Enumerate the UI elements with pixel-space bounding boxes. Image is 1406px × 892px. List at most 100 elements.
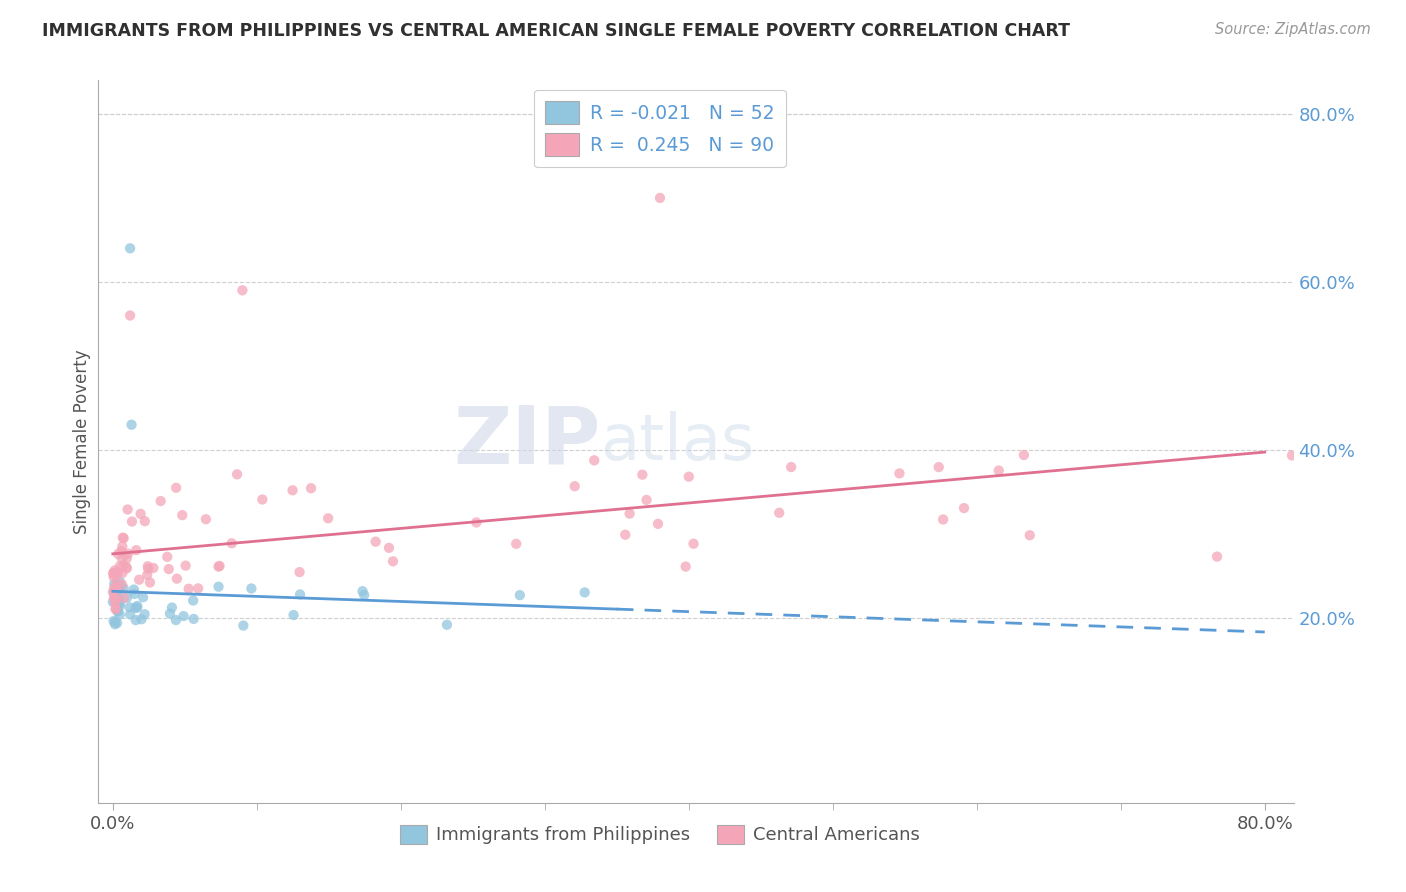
Point	[173, 609, 195, 624]
Point	[107, 605, 129, 619]
Point	[108, 595, 131, 609]
Point	[636, 492, 658, 507]
Point	[157, 562, 180, 576]
Point	[183, 612, 205, 626]
Point	[107, 583, 129, 598]
Point	[207, 580, 229, 594]
Point	[115, 591, 138, 605]
Point	[299, 481, 322, 495]
Point	[103, 584, 125, 599]
Point	[101, 595, 124, 609]
Point	[932, 512, 955, 526]
Point	[675, 559, 697, 574]
Point	[104, 592, 127, 607]
Point	[221, 536, 243, 550]
Point	[104, 601, 127, 615]
Point	[104, 563, 127, 577]
Point	[107, 604, 129, 618]
Point	[128, 573, 150, 587]
Point	[104, 617, 127, 632]
Point	[104, 596, 127, 610]
Point	[139, 575, 162, 590]
Legend: Immigrants from Philippines, Central Americans: Immigrants from Philippines, Central Ame…	[392, 818, 928, 852]
Point	[124, 600, 146, 615]
Point	[111, 566, 134, 580]
Point	[103, 570, 125, 584]
Point	[120, 241, 142, 255]
Point	[107, 577, 129, 591]
Point	[987, 463, 1010, 477]
Point	[105, 576, 128, 591]
Point	[631, 467, 654, 482]
Point	[111, 577, 134, 591]
Point	[112, 558, 135, 573]
Point	[136, 562, 159, 576]
Point	[111, 552, 134, 566]
Point	[768, 506, 790, 520]
Point	[115, 561, 138, 575]
Point	[165, 613, 187, 627]
Point	[115, 560, 138, 574]
Point	[232, 618, 254, 632]
Point	[187, 582, 209, 596]
Point	[103, 591, 125, 605]
Point	[288, 565, 311, 579]
Point	[165, 481, 187, 495]
Point	[120, 607, 142, 622]
Point	[353, 588, 375, 602]
Point	[231, 283, 253, 297]
Point	[682, 537, 704, 551]
Point	[122, 582, 145, 597]
Point	[104, 615, 127, 629]
Point	[172, 508, 194, 523]
Point	[134, 514, 156, 528]
Point	[352, 584, 374, 599]
Point	[110, 544, 132, 558]
Point	[281, 483, 304, 498]
Point	[465, 516, 488, 530]
Point	[125, 613, 148, 627]
Text: IMMIGRANTS FROM PHILIPPINES VS CENTRAL AMERICAN SINGLE FEMALE POVERTY CORRELATIO: IMMIGRANTS FROM PHILIPPINES VS CENTRAL A…	[42, 22, 1070, 40]
Point	[134, 607, 156, 622]
Point	[104, 602, 127, 616]
Point	[149, 494, 172, 508]
Point	[111, 539, 134, 553]
Point	[127, 600, 149, 615]
Point	[117, 502, 139, 516]
Point	[574, 585, 596, 599]
Point	[648, 191, 671, 205]
Point	[226, 467, 249, 482]
Point	[111, 531, 134, 545]
Point	[207, 559, 229, 574]
Point	[678, 469, 700, 483]
Point	[105, 615, 128, 630]
Point	[889, 467, 911, 481]
Point	[614, 527, 637, 541]
Point	[108, 599, 131, 613]
Point	[1206, 549, 1229, 564]
Point	[1018, 528, 1040, 542]
Point	[103, 576, 125, 591]
Point	[928, 460, 950, 475]
Point	[110, 580, 132, 594]
Point	[181, 593, 204, 607]
Point	[288, 587, 311, 601]
Point	[160, 600, 183, 615]
Point	[780, 460, 803, 475]
Point	[364, 534, 387, 549]
Point	[132, 591, 155, 605]
Point	[117, 547, 139, 561]
Point	[107, 547, 129, 561]
Point	[124, 587, 146, 601]
Point	[647, 516, 669, 531]
Point	[252, 492, 274, 507]
Point	[316, 511, 339, 525]
Point	[120, 309, 142, 323]
Point	[131, 612, 153, 626]
Point	[108, 597, 131, 611]
Point	[159, 607, 181, 621]
Point	[619, 507, 641, 521]
Text: ZIP: ZIP	[453, 402, 600, 481]
Point	[505, 537, 527, 551]
Point	[240, 582, 263, 596]
